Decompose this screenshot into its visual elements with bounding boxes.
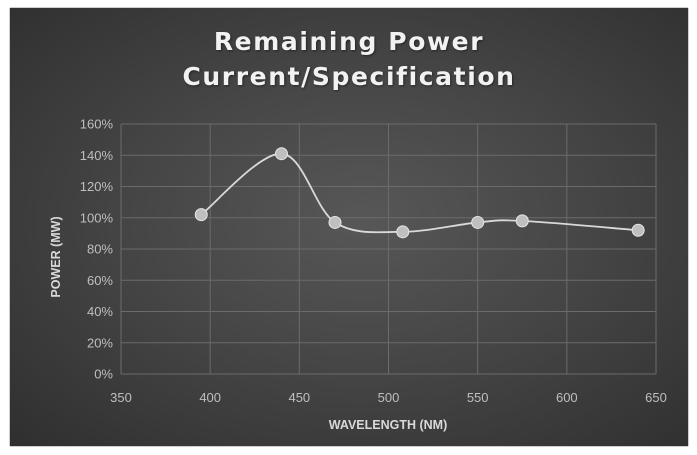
y-tick-labels: 0% 20% 40% 60% 80% 100% 120% 140% 160% (80, 117, 114, 382)
y-tick-label: 20% (87, 335, 113, 350)
x-tick-label: 400 (199, 390, 221, 405)
x-tick-label: 500 (378, 390, 400, 405)
x-axis-title: WAVELENGTH (NM) (329, 418, 448, 432)
y-tick-label: 160% (80, 117, 114, 132)
x-tick-label: 600 (556, 390, 578, 405)
data-point (328, 215, 342, 229)
grid-lines (120, 123, 657, 375)
chart-title-line-1: Remaining Power (213, 27, 485, 56)
y-tick-label: 60% (87, 273, 113, 288)
x-tick-label: 550 (467, 390, 489, 405)
x-tick-label: 650 (645, 390, 667, 405)
x-tick-labels: 350 400 450 500 550 600 650 (110, 390, 667, 405)
data-points (194, 147, 645, 239)
y-tick-label: 120% (80, 179, 114, 194)
x-tick-label: 450 (288, 390, 310, 405)
data-point (275, 147, 288, 161)
x-tick-label: 350 (110, 390, 132, 405)
y-tick-label: 40% (87, 304, 113, 319)
data-point (396, 225, 410, 239)
data-point (631, 223, 645, 237)
plot-svg: 350 400 450 500 550 600 650 0% 20% 40% 60% 80% 100%… (49, 117, 667, 433)
data-point (471, 215, 485, 229)
y-tick-label: 0% (94, 367, 113, 382)
chart-title-line-2: Current/Specification (182, 62, 516, 91)
y-tick-label: 80% (87, 242, 113, 257)
y-axis-title: POWER (MW) (49, 216, 63, 297)
data-point (194, 208, 208, 222)
chart-area: Remaining Power Current/Specification 35… (10, 8, 688, 446)
y-tick-label: 140% (80, 148, 114, 163)
chart-title: Remaining Power Current/Specification (10, 24, 688, 94)
y-tick-label: 100% (80, 210, 114, 225)
data-point (515, 214, 529, 228)
series-line (200, 152, 639, 234)
